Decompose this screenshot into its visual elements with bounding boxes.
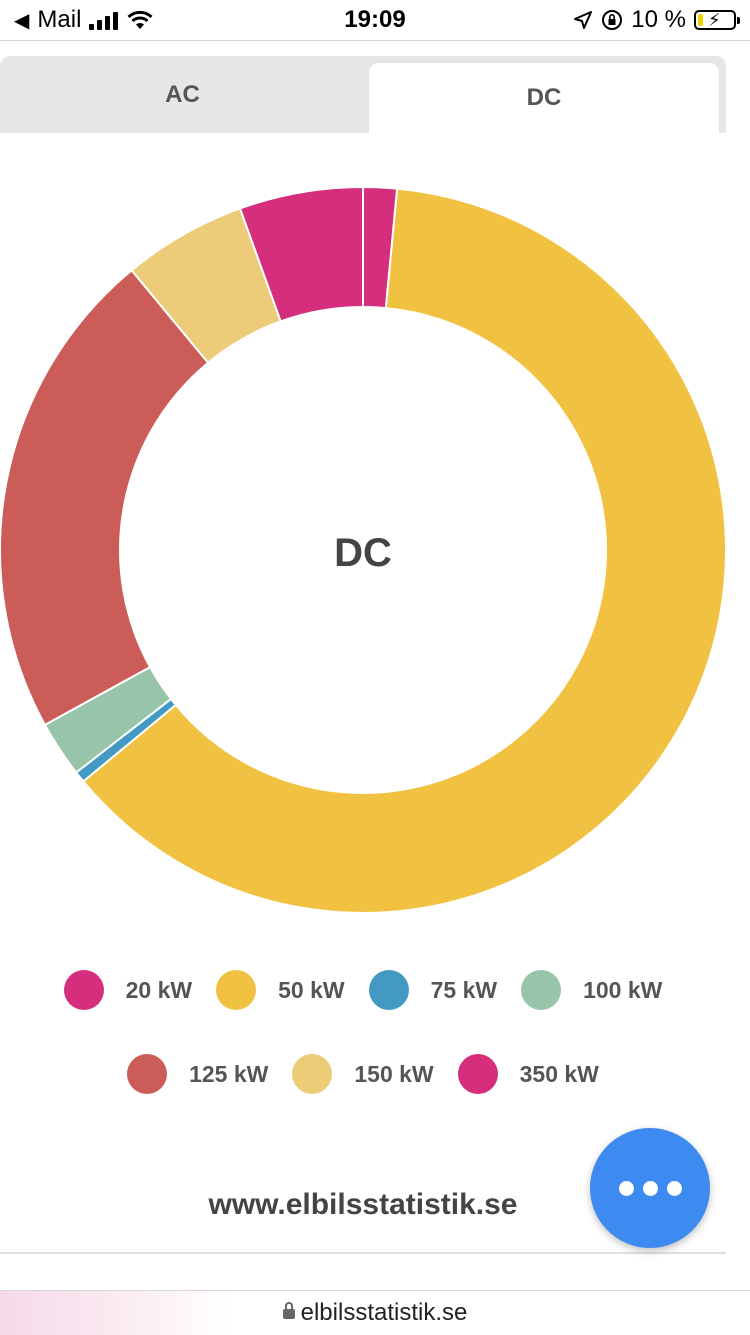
legend-label: 350 kW [519, 1060, 599, 1087]
legend-swatch [368, 970, 409, 1010]
legend-item-350kw[interactable]: 350 kW [457, 1054, 599, 1094]
battery-percent: 10 % [631, 6, 686, 33]
legend-label: 20 kW [125, 976, 193, 1003]
address-url: elbilsstatistik.se [300, 1299, 468, 1326]
legend-swatch [127, 1054, 168, 1094]
more-dots-icon [642, 1180, 658, 1196]
back-app-label: Mail [37, 6, 82, 33]
donut-slice-50kw[interactable] [81, 187, 726, 914]
orientation-lock-icon [602, 10, 623, 30]
donut-slice-125kw[interactable] [0, 268, 210, 727]
legend-item-100kw[interactable]: 100 kW [521, 970, 662, 1010]
legend-item-50kw[interactable]: 50 kW [216, 970, 345, 1010]
legend-swatch [521, 970, 562, 1010]
location-arrow-icon [574, 11, 593, 29]
legend-label: 100 kW [583, 976, 663, 1003]
more-dots-icon [618, 1180, 634, 1196]
legend-swatch [292, 1054, 333, 1094]
cellular-signal-icon [89, 10, 119, 30]
legend-label: 150 kW [354, 1060, 434, 1087]
legend-item-150kw[interactable]: 150 kW [292, 1054, 434, 1094]
legend-row: 125 kW 150 kW 350 kW [0, 1054, 726, 1094]
legend-row: 20 kW 50 kW 75 kW 100 kW [0, 970, 726, 1010]
back-arrow-icon: ◀ [14, 9, 30, 32]
legend-label: 75 kW [430, 976, 498, 1003]
more-options-button[interactable] [590, 1128, 710, 1248]
legend-item-125kw[interactable]: 125 kW [127, 1054, 268, 1094]
site-url-text[interactable]: www.elbilsstatistik.se [208, 1188, 518, 1221]
footer-divider [0, 1252, 726, 1254]
legend-label: 125 kW [189, 1060, 269, 1087]
status-bar: ◀ Mail 19:09 10 % ⚡ [0, 0, 750, 41]
donut-chart: DC [0, 185, 726, 914]
status-right: 10 % ⚡ [573, 6, 740, 34]
legend-label: 50 kW [278, 976, 345, 1003]
lock-icon [282, 1302, 295, 1319]
browser-address-bar[interactable]: elbilsstatistik.se [0, 1290, 750, 1335]
chart-area: DC [0, 133, 726, 943]
donut-center-label: DC [334, 531, 392, 575]
more-dots-icon [666, 1180, 682, 1196]
wifi-icon [127, 10, 153, 29]
status-time: 19:09 [344, 6, 406, 33]
legend-item-20kw[interactable]: 20 kW [63, 970, 193, 1010]
chart-legend: 20 kW 50 kW 75 kW 100 kW 125 kW 150 kW 3… [0, 970, 726, 1138]
tab-ac[interactable]: AC [165, 80, 200, 108]
battery-charging-icon: ⚡ [694, 10, 740, 30]
donut-slice-350kw[interactable] [238, 185, 364, 323]
tab-bar: AC DC [0, 56, 726, 133]
status-left[interactable]: ◀ Mail [14, 6, 154, 34]
legend-swatch [216, 970, 257, 1010]
legend-swatch [63, 970, 104, 1010]
tab-dc[interactable]: DC [369, 63, 719, 133]
legend-swatch [457, 1054, 498, 1094]
address-field[interactable]: elbilsstatistik.se [0, 1299, 750, 1327]
legend-item-75kw[interactable]: 75 kW [368, 970, 498, 1010]
